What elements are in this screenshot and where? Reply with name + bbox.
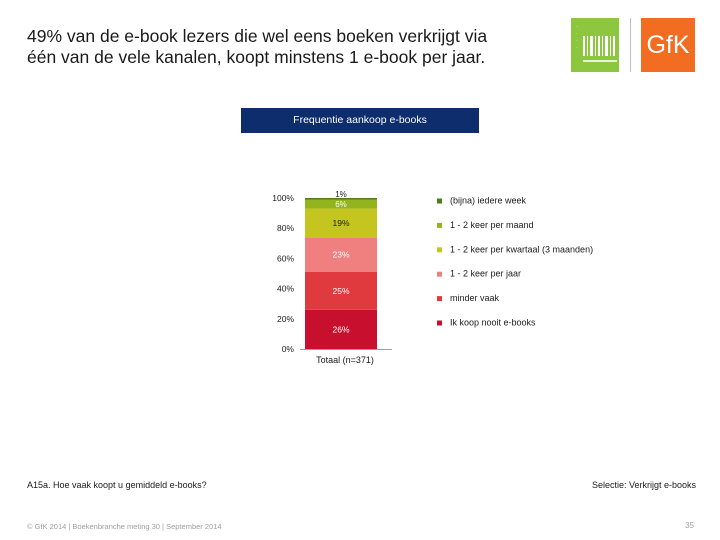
page-number: 35 xyxy=(685,521,694,530)
logo-divider xyxy=(630,18,631,72)
y-tick-label: 60% xyxy=(277,253,294,263)
y-tick-label: 0% xyxy=(282,344,295,354)
bar-segment xyxy=(305,208,377,238)
data-label: 23% xyxy=(332,250,349,260)
y-tick-label: 80% xyxy=(277,223,294,233)
bar-segment xyxy=(305,199,377,209)
legend-swatch xyxy=(437,271,442,277)
y-tick-label: 20% xyxy=(277,314,294,324)
legend-swatch xyxy=(437,222,442,228)
legend-swatch xyxy=(437,296,442,302)
legend-label: Ik koop nooit e-books xyxy=(450,318,536,328)
selection-footnote: Selectie: Verkrijgt e-books xyxy=(591,480,696,490)
data-label: 1% xyxy=(335,190,347,199)
question-footnote: A15a. Hoe vaak koopt u gemiddeld e-books… xyxy=(27,480,207,490)
logo-letters-decoration: · · · · xyxy=(576,24,578,51)
x-category-label: Totaal (n=371) xyxy=(316,355,374,365)
y-tick-label: 100% xyxy=(272,193,294,203)
legend-label: 1 - 2 keer per kwartaal (3 maanden) xyxy=(450,244,593,254)
legend-swatch xyxy=(437,247,442,253)
data-label: 19% xyxy=(332,218,349,228)
chart-banner: Frequentie aankoop e-books xyxy=(241,108,479,133)
legend-swatch xyxy=(437,198,442,204)
legend-label: minder vaak xyxy=(450,293,500,303)
data-label: 6% xyxy=(335,200,347,209)
bar-segment xyxy=(305,198,377,200)
page-title-line-1: 49% van de e-book lezers die wel eens bo… xyxy=(27,26,488,46)
bar-segment xyxy=(305,237,377,272)
gfk-logo: GfK xyxy=(641,18,695,72)
data-label: 26% xyxy=(332,324,349,334)
legend-label: 1 - 2 keer per jaar xyxy=(450,269,521,279)
legend-swatch xyxy=(437,320,442,326)
bar-segment xyxy=(305,271,377,310)
legend-label: (bijna) iedere week xyxy=(450,196,527,206)
logo-barcode-bars xyxy=(583,36,615,56)
copyright-text: © GfK 2014 | Boekenbranche meting 30 | S… xyxy=(27,522,222,531)
y-tick-label: 40% xyxy=(277,284,294,294)
logo-baseline xyxy=(583,60,617,62)
data-label: 25% xyxy=(332,286,349,296)
page-title: 49% van de e-book lezers die wel eens bo… xyxy=(27,26,557,68)
barcode-logo-icon: · · · · xyxy=(571,18,619,72)
legend-label: 1 - 2 keer per maand xyxy=(450,220,534,230)
bar-segment xyxy=(305,309,377,349)
page-title-line-2: één van de vele kanalen, koopt minstens … xyxy=(27,47,486,67)
